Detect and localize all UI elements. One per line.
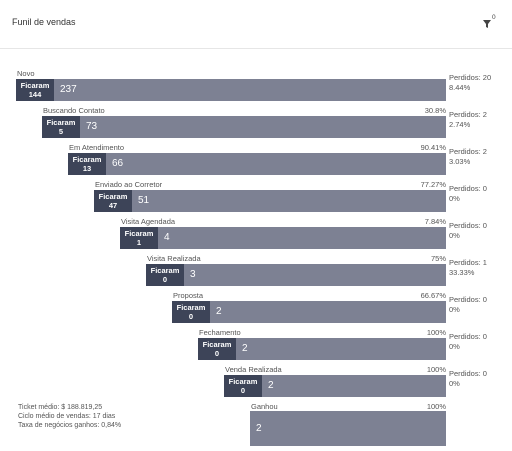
lost-count: Perdidos: 0 — [449, 369, 487, 378]
kept-count: 144 — [28, 90, 42, 99]
stage-name: Proposta — [173, 291, 204, 300]
lost-pct: 0% — [449, 305, 460, 314]
kept-count: 0 — [240, 386, 246, 395]
lost-count: Perdidos: 2 — [449, 110, 487, 119]
divider — [0, 48, 512, 49]
kept-label: Ficaram — [20, 81, 50, 90]
kept-label: Ficaram — [124, 229, 154, 238]
stage-name: Novo — [17, 69, 35, 78]
widget-title: Funil de vendas — [12, 17, 76, 27]
kept-label: Ficaram — [176, 303, 206, 312]
kept-count: 47 — [108, 201, 118, 210]
lost-pct: 0% — [449, 231, 460, 240]
lost-count: Perdidos: 1 — [449, 258, 487, 267]
kept-box: Ficaram 1 — [120, 227, 158, 249]
stage-bar: Ficaram 0 2 — [198, 338, 446, 360]
kept-box: Ficaram 0 — [198, 338, 236, 360]
stage-total: 73 — [86, 121, 98, 132]
kept-count: 0 — [188, 312, 194, 321]
summary-line: Ciclo médio de vendas: 17 dias — [18, 413, 116, 420]
stage-bar: Ficaram 0 3 — [146, 264, 446, 286]
stage-conversion: 100% — [426, 402, 446, 411]
stage-name: Buscando Contato — [43, 106, 105, 115]
filter-count: 0 — [492, 14, 496, 21]
lost-pct: 33.33% — [449, 268, 475, 277]
kept-label: Ficaram — [98, 192, 128, 201]
lost-pct: 8.44% — [449, 83, 471, 92]
kept-count: 5 — [58, 127, 64, 136]
stage-conversion: 77.27% — [420, 180, 446, 189]
stage-conversion: 7.84% — [424, 217, 446, 226]
stage-total: 237 — [60, 84, 77, 95]
stage-name: Visita Agendada — [121, 217, 176, 226]
kept-box: Ficaram 0 — [146, 264, 184, 286]
stage-bar: Ficaram 13 66 — [68, 153, 446, 175]
stage-bar: Ficaram 47 51 — [94, 190, 446, 212]
lost-count: Perdidos: 0 — [449, 295, 487, 304]
stage-conversion: 66.67% — [420, 291, 446, 300]
kept-box: Ficaram 47 — [94, 190, 132, 212]
lost-count: Perdidos: 0 — [449, 221, 487, 230]
kept-label: Ficaram — [150, 266, 180, 275]
stage-name: Em Atendimento — [69, 143, 125, 152]
lost-pct: 0% — [449, 379, 460, 388]
stage-bar: Ficaram 0 2 — [224, 375, 446, 397]
kept-box: Ficaram 0 — [224, 375, 262, 397]
summary-line: Taxa de negócios ganhos: 0,84% — [18, 422, 122, 429]
kept-box: Ficaram 144 — [16, 79, 54, 101]
lost-count: Perdidos: 0 — [449, 184, 487, 193]
stage-conversion: 30.8% — [424, 106, 446, 115]
lost-count: Perdidos: 20 — [449, 73, 492, 82]
stage-name: Enviado ao Corretor — [95, 180, 163, 189]
kept-label: Ficaram — [46, 118, 76, 127]
lost-pct: 3.03% — [449, 157, 471, 166]
stage-name: Ganhou — [251, 402, 278, 411]
stage-total: 66 — [112, 158, 124, 169]
kept-label: Ficaram — [202, 340, 232, 349]
stage-total: 51 — [138, 195, 150, 206]
stage-total: 2 — [256, 422, 262, 434]
stage-total: 3 — [190, 269, 196, 280]
kept-count: 1 — [136, 238, 142, 247]
lost-pct: 2.74% — [449, 120, 471, 129]
kept-box: Ficaram 0 — [172, 301, 210, 323]
stage-name: Venda Realizada — [225, 365, 282, 374]
stage-conversion: 75% — [430, 254, 446, 263]
kept-label: Ficaram — [228, 377, 258, 386]
lost-count: Perdidos: 0 — [449, 332, 487, 341]
filter-button[interactable] — [482, 16, 498, 30]
kept-count: 0 — [162, 275, 168, 284]
kept-box: Ficaram 13 — [68, 153, 106, 175]
stage-conversion: 100% — [426, 328, 446, 337]
stage-name: Fechamento — [199, 328, 241, 337]
kept-box: Ficaram 5 — [42, 116, 80, 138]
lost-count: Perdidos: 2 — [449, 147, 487, 156]
stage-bar: Ficaram 0 2 — [172, 301, 446, 323]
stage-conversion: 90.41% — [420, 143, 446, 152]
stage-total: 2 — [268, 380, 274, 391]
kept-label: Ficaram — [72, 155, 102, 164]
stage-bar: Ficaram 5 73 — [42, 116, 446, 138]
stage-total: 4 — [164, 232, 170, 243]
stage-bar: Ficaram 144 237 — [16, 79, 446, 101]
lost-pct: 0% — [449, 194, 460, 203]
stage-bar: 2 — [250, 411, 446, 446]
stage-bar: Ficaram 1 4 — [120, 227, 446, 249]
stage-total: 2 — [242, 343, 248, 354]
kept-count: 13 — [82, 164, 92, 173]
stage-total: 2 — [216, 306, 222, 317]
lost-pct: 0% — [449, 342, 460, 351]
stage-name: Visita Realizada — [147, 254, 201, 263]
summary-line: Ticket médio: $ 188.819,25 — [18, 404, 103, 411]
stage-conversion: 100% — [426, 365, 446, 374]
kept-count: 0 — [214, 349, 220, 358]
